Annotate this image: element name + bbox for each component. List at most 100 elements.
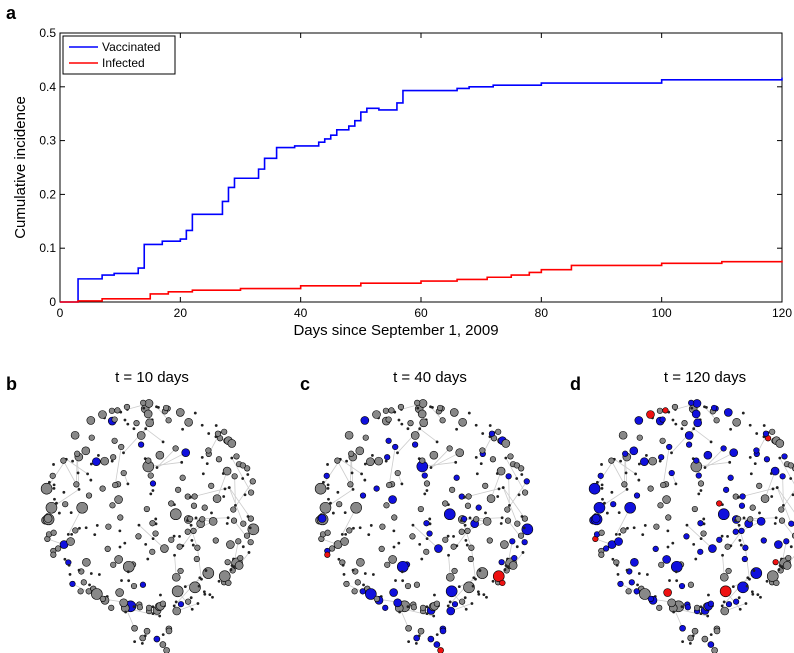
- network-node: [400, 422, 404, 426]
- network-node: [753, 447, 760, 454]
- network-node: [765, 579, 769, 583]
- network-node: [614, 537, 623, 546]
- network-node: [460, 519, 463, 522]
- network-edge: [196, 547, 202, 580]
- network-node: [226, 540, 235, 549]
- network-node: [443, 508, 456, 521]
- network-node: [774, 540, 783, 549]
- network-node: [697, 520, 704, 527]
- network-node: [149, 548, 156, 555]
- network-node: [217, 579, 221, 583]
- network-node: [168, 500, 175, 507]
- network-node: [762, 430, 770, 437]
- network-node: [63, 557, 67, 561]
- network-node: [633, 492, 641, 499]
- network-node: [455, 427, 459, 431]
- network-node: [434, 544, 443, 553]
- network-node: [117, 514, 124, 521]
- network-node: [143, 409, 153, 419]
- network-node: [488, 424, 492, 427]
- network-node: [748, 423, 752, 427]
- network-node: [231, 473, 238, 480]
- network-node: [782, 503, 785, 507]
- network-node: [737, 596, 741, 600]
- network-node: [449, 486, 456, 493]
- network-node: [775, 486, 779, 489]
- network-node: [365, 588, 377, 600]
- network-node: [625, 568, 629, 572]
- network-node: [416, 406, 420, 410]
- network-node: [597, 472, 604, 479]
- network-node: [464, 527, 471, 535]
- network-node: [127, 579, 131, 583]
- network-node: [321, 480, 325, 484]
- network-node: [637, 572, 641, 575]
- network-node: [327, 497, 330, 501]
- network-node: [495, 472, 499, 475]
- network-node: [165, 627, 173, 635]
- network-node: [478, 569, 482, 572]
- network-node: [521, 539, 528, 546]
- network-node: [81, 446, 91, 456]
- network-node: [703, 466, 707, 469]
- network-node: [241, 477, 245, 480]
- network-node: [243, 493, 247, 497]
- network-node: [47, 480, 51, 484]
- network-node: [618, 533, 622, 536]
- network-node: [343, 580, 350, 588]
- network-node: [791, 493, 794, 497]
- network-node: [789, 545, 793, 549]
- network-node: [710, 404, 718, 412]
- network-node: [179, 474, 186, 481]
- y-tick-label: 0.5: [39, 26, 56, 40]
- network-node: [404, 582, 412, 590]
- network-node: [671, 541, 675, 545]
- network-node: [98, 410, 107, 419]
- network-node: [662, 407, 669, 414]
- network-node: [450, 543, 457, 550]
- network-node: [373, 485, 380, 492]
- network-node: [617, 511, 621, 515]
- network-node: [752, 569, 756, 572]
- network-node: [363, 462, 367, 466]
- network-node: [756, 482, 763, 489]
- network-node: [161, 440, 165, 444]
- network-node: [93, 533, 97, 536]
- network-node: [508, 503, 511, 507]
- network-node: [504, 506, 511, 513]
- network-node: [207, 432, 211, 435]
- network-node: [681, 420, 688, 427]
- network-node: [734, 519, 737, 522]
- network-node: [405, 624, 412, 632]
- network-edge: [779, 457, 794, 485]
- network-node: [633, 588, 640, 595]
- network-node: [451, 567, 458, 575]
- y-tick-label: 0.2: [39, 187, 56, 201]
- network-edge: [686, 524, 713, 549]
- network-node: [778, 506, 785, 513]
- network-node: [465, 493, 472, 500]
- network-node: [729, 427, 733, 431]
- network-node: [109, 502, 116, 509]
- network-node: [492, 570, 505, 582]
- network-node: [446, 604, 450, 608]
- network-node: [52, 486, 56, 490]
- series-lines: [60, 77, 783, 303]
- network-node: [618, 430, 628, 440]
- network-node: [598, 529, 605, 536]
- network-node: [417, 627, 425, 635]
- network-node: [382, 604, 389, 611]
- network-edge: [505, 457, 526, 493]
- network-node: [640, 457, 649, 466]
- panel-b-letter: b: [6, 374, 17, 394]
- network-graph-d: [588, 399, 794, 653]
- network-node: [481, 432, 485, 435]
- network-node: [662, 495, 671, 504]
- network-edge: [704, 448, 724, 468]
- network-node: [691, 505, 698, 513]
- network-node: [753, 462, 757, 466]
- network-node: [230, 564, 234, 568]
- network-node: [247, 489, 255, 496]
- network-node: [591, 514, 601, 523]
- network-edge: [234, 476, 236, 506]
